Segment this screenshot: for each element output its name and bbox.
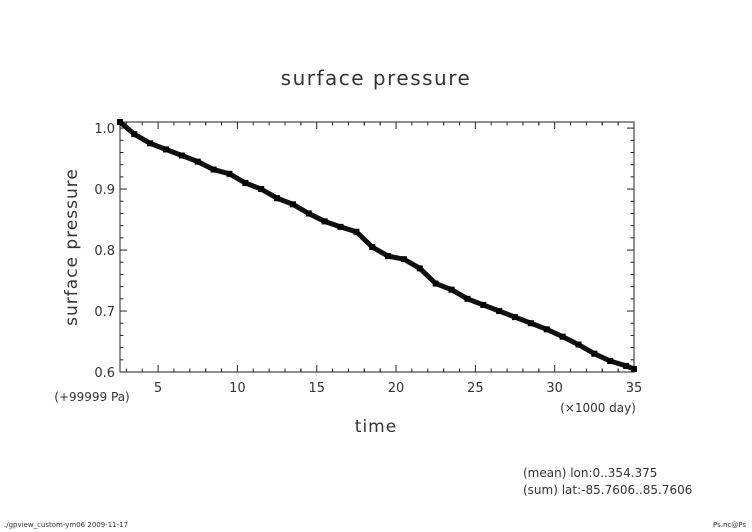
x-tick-label: 5 [154,381,162,396]
series-point [242,179,249,186]
series-point [353,228,360,235]
x-tick-label: 15 [308,381,325,396]
series-point [369,244,376,250]
series-point [226,170,233,177]
series-point [385,253,392,260]
series-point [400,256,407,263]
y-tick-label: 0.6 [94,366,115,381]
series-point [147,140,154,147]
series-line [118,120,635,372]
series-point [527,320,534,327]
series-layer [117,119,637,372]
series-point [194,158,201,165]
y-tick-label: 0.8 [94,244,115,259]
x-tick-label: 10 [229,381,246,396]
series-point [496,308,503,315]
series-point [210,166,217,173]
y-axis-label: surface pressure [62,168,82,326]
x-axis-unit: (×1000 day) [560,401,636,415]
series-point [416,265,423,272]
series-point [321,218,328,225]
series-point [512,314,519,321]
series-point [480,301,487,308]
series-point [178,152,185,159]
series-point [305,210,312,217]
x-tick-label: 30 [546,381,563,396]
series-point [607,358,614,365]
series-point [432,280,439,287]
y-tick-label: 1.0 [94,122,115,137]
y-tick-label: 0.9 [94,183,115,198]
y-axis-ticks: 0.6 0.7 0.8 0.9 1.0 [94,122,634,381]
x-tick-label: 25 [467,381,484,396]
series-point [163,146,170,153]
y-tick-label: 0.7 [94,305,115,320]
series-point [623,362,630,369]
series-point [258,186,265,193]
y-axis-unit: (+99999 Pa) [54,390,129,404]
series-point [575,341,582,348]
x-axis-label: time [355,417,397,437]
series-point [448,286,455,293]
series-point [117,119,123,125]
note-mean: (mean) lon:0..354.375 [523,466,657,480]
x-tick-label: 35 [626,381,643,396]
chart-title: surface pressure [281,66,472,90]
series-point [131,131,138,138]
series-point [289,201,296,208]
series-point [337,223,344,230]
series-point [591,350,598,357]
series-point [464,295,471,302]
note-sum: (sum) lat:-85.7606..85.7606 [523,483,692,497]
plot-frame [119,121,635,373]
series-point [631,365,637,372]
x-tick-label: 20 [388,381,405,396]
series-point [559,333,566,340]
series-point [543,326,550,333]
footer-right: Ps.nc@Ps [713,521,746,529]
footer-left: ./gpview_custom-ym06 2009-11-17 [4,521,128,529]
series-point [274,195,281,202]
